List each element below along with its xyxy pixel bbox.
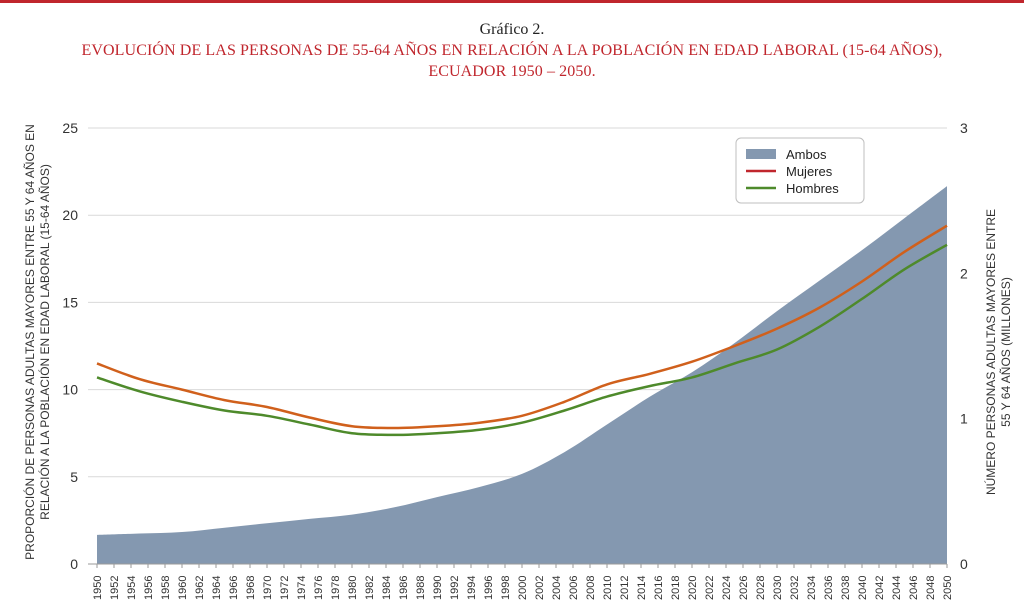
x-tick-label: 2046 [908,576,920,600]
y-tick-label-right: 1 [960,411,968,427]
series-line-hombres [96,243,948,437]
chart-header: Gráfico 2. EVOLUCIÓN DE LAS PERSONAS DE … [0,20,1024,82]
y-tick-label-left: 25 [62,120,78,136]
x-tick-label: 2034 [806,576,818,600]
right-axis-title-line2: 55 Y 64 AÑOS (MILLONES) [999,277,1013,427]
y-tick-label-left: 0 [70,556,78,572]
x-tick-label: 2032 [789,576,801,600]
x-tick-label: 1964 [211,576,223,600]
x-tick-label: 2010 [602,576,614,600]
x-tick-label: 2042 [874,576,886,600]
x-tick-label: 2026 [738,576,750,600]
legend-label-hombres: Hombres [786,181,839,196]
legend-swatch-ambos [746,149,776,159]
x-tick-label: 2038 [840,576,852,600]
x-tick-label: 2050 [942,576,954,600]
x-tick-label: 1962 [194,576,206,600]
x-tick-label: 2028 [755,576,767,600]
x-tick-label: 1994 [466,576,478,600]
x-tick-label: 2036 [823,576,835,600]
x-tick-label: 1958 [160,576,172,600]
series-line-mujeres [96,224,948,430]
x-tick-label: 1984 [381,576,393,600]
x-tick-label: 2016 [653,576,665,600]
x-tick-label: 1976 [313,576,325,600]
x-tick-label: 2008 [585,576,597,600]
y-tick-label-right: 3 [960,120,968,136]
chart-title-line1: EVOLUCIÓN DE LAS PERSONAS DE 55-64 AÑOS … [81,42,943,59]
x-tick-label: 1998 [500,576,512,600]
x-tick-label: 1966 [228,576,240,600]
x-tick-label: 2040 [857,576,869,600]
x-tick-label: 1950 [92,576,104,600]
x-tick-label: 1960 [177,576,189,600]
x-tick-label: 1982 [364,576,376,600]
x-tick-label: 1992 [449,576,461,600]
x-tick-label: 2048 [925,576,937,600]
legend: Ambos Mujeres Hombres [735,137,865,204]
legend-label-ambos: Ambos [786,147,827,162]
axis-layer: 0 5 10 15 20 25 0 1 2 3 1950 1952 1954 1956 1958 1960 19… [62,120,968,600]
line-layer [96,224,948,437]
y-tick-label-left: 5 [70,469,78,485]
x-tick-label: 2022 [704,576,716,600]
x-tick-label: 2018 [670,576,682,600]
y-tick-label-right: 0 [960,556,968,572]
x-tick-label: 1978 [330,576,342,600]
y-tick-label-left: 20 [62,207,78,223]
x-tick-label: 1954 [126,576,138,600]
x-tick-label: 1956 [143,576,155,600]
x-tick-label: 1996 [483,576,495,600]
x-tick-label: 2020 [687,576,699,600]
top-rule [0,0,1024,3]
x-tick-label: 1968 [245,576,257,600]
y-tick-label-left: 10 [62,382,78,398]
x-tick-label: 1974 [296,576,308,600]
x-tick-label: 1970 [262,576,274,600]
x-tick-label: 2012 [619,576,631,600]
x-tick-label: 1972 [279,576,291,600]
x-tick-label: 2030 [772,576,784,600]
area-layer [97,186,947,564]
x-tick-label: 1952 [109,576,121,600]
figure-label: Gráfico 2. [479,21,545,38]
chart-title-line2: ECUADOR 1950 – 2050. [428,63,596,80]
left-axis-title-line2: RELACIÓN A LA POBLACIÓN EN EDAD LABORAL … [37,164,52,520]
x-tick-label: 2014 [636,576,648,600]
right-axis-title-line1: NÚMERO PERSONAS ADULTAS MAYORES ENTRE [983,209,998,495]
x-tick-label: 2000 [517,576,529,600]
x-tick-label: 1980 [347,576,359,600]
x-tick-label: 2002 [534,576,546,600]
x-tick-label: 2024 [721,576,733,600]
x-tick-label: 1986 [398,576,410,600]
x-tick-label: 2006 [568,576,580,600]
y-tick-label-right: 2 [960,265,968,281]
series-area-ambos [97,186,947,564]
legend-label-mujeres: Mujeres [786,164,833,179]
y-tick-label-left: 15 [62,294,78,310]
x-tick-label: 2044 [891,576,903,600]
x-tick-label: 1988 [415,576,427,600]
left-axis-title-line1: PROPORCIÓN DE PERSONAS ADULTAS MAYORES E… [22,124,37,560]
x-tick-label: 2004 [551,576,563,600]
x-tick-label: 1990 [432,576,444,600]
